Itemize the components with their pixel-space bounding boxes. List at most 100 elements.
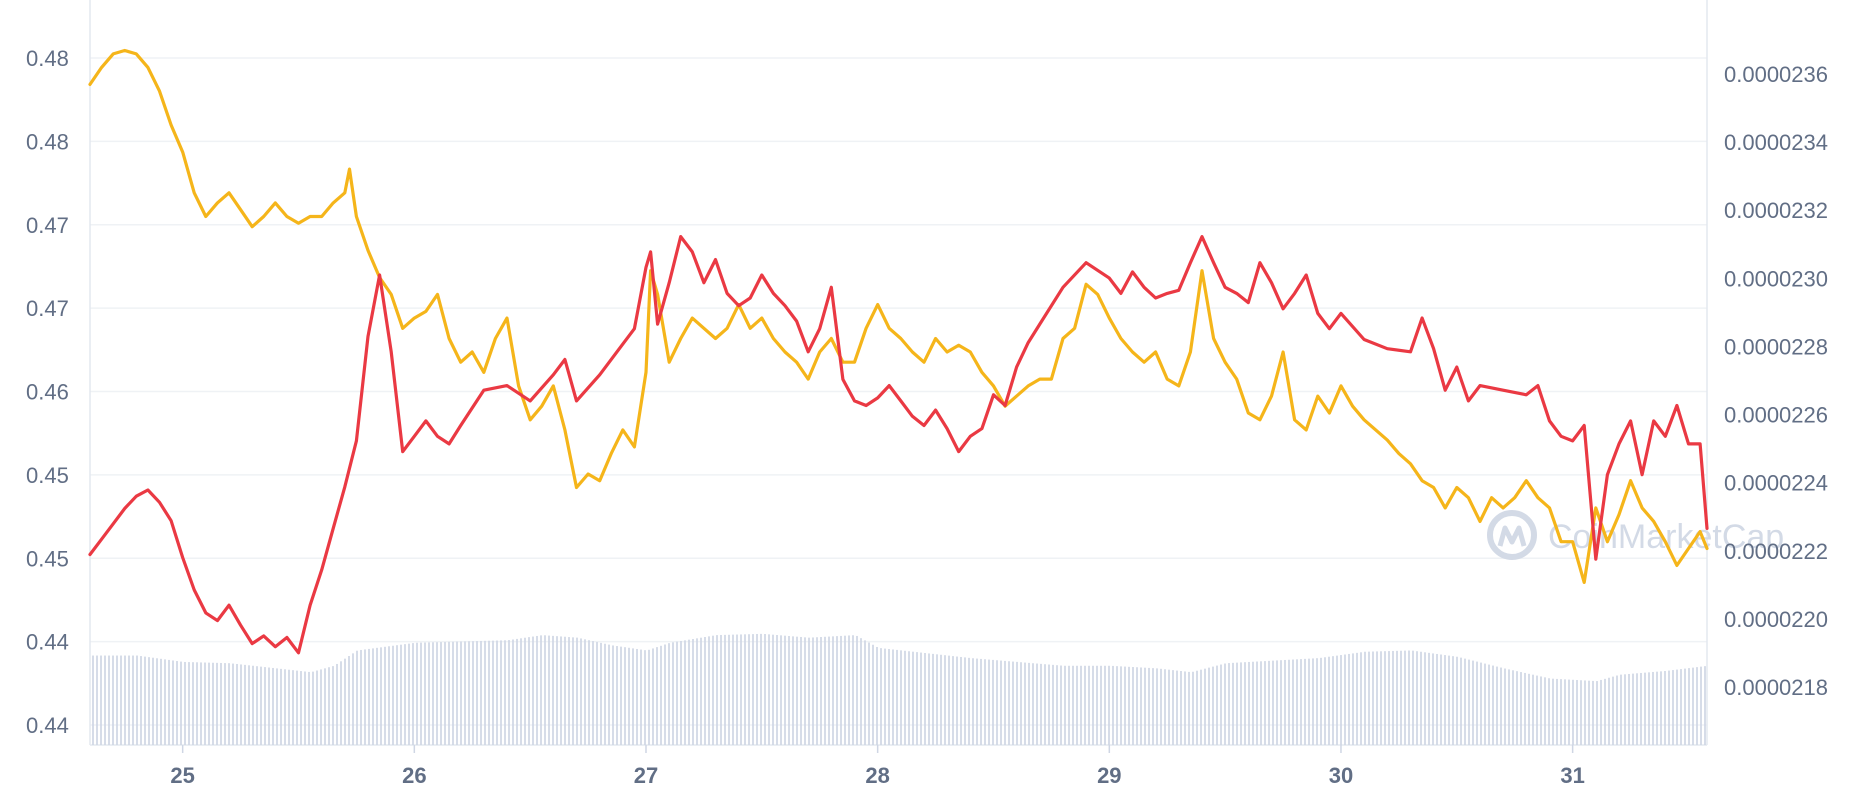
volume-bar [984, 659, 986, 745]
volume-bar [1196, 670, 1198, 745]
volume-bar [636, 648, 638, 745]
volume-bar [1132, 667, 1134, 745]
volume-bar [588, 640, 590, 745]
volume-bar [1676, 669, 1678, 745]
volume-bar [892, 649, 894, 745]
volume-bar [1692, 667, 1694, 745]
volume-bar [1476, 661, 1478, 745]
volume-bar [1600, 679, 1602, 745]
volume-bar [1156, 668, 1158, 745]
volume-bar [1116, 666, 1118, 745]
volume-bar [180, 661, 182, 745]
volume-bar [660, 645, 662, 745]
volume-bar [604, 643, 606, 745]
volume-bar [268, 667, 270, 745]
volume-bar [236, 663, 238, 745]
volume-bar [1452, 656, 1454, 745]
volume-bar [1604, 678, 1606, 745]
volume-bar [240, 664, 242, 745]
right-axis-series-line [88, 48, 1709, 584]
volume-bar [1524, 672, 1526, 745]
volume-bar [540, 635, 542, 745]
volume-bar [344, 658, 346, 745]
volume-bar [120, 655, 122, 745]
volume-bar [616, 646, 618, 745]
volume-bar [1300, 659, 1302, 745]
volume-bar [1488, 664, 1490, 745]
volume-bar [1440, 654, 1442, 745]
volume-bar [320, 669, 322, 745]
volume-bar [1608, 677, 1610, 745]
volume-bar [1408, 650, 1410, 745]
volume-bar [536, 635, 538, 745]
y-right-tick-label: 0.0000222 [1724, 539, 1828, 564]
volume-bar [488, 640, 490, 745]
volume-bar [1680, 669, 1682, 745]
volume-bar [152, 657, 154, 745]
volume-bar [1624, 674, 1626, 745]
volume-bar [100, 655, 102, 745]
volume-bar [1512, 670, 1514, 745]
volume-bar [1152, 668, 1154, 745]
volume-bar [1348, 653, 1350, 745]
volume-bar [828, 636, 830, 745]
volume-bar [1556, 678, 1558, 745]
volume-bar [904, 650, 906, 745]
volume-bar [284, 669, 286, 745]
volume-bar [1356, 652, 1358, 745]
y-left-tick-label: 0.45 [26, 546, 69, 571]
volume-bar [932, 653, 934, 745]
volume-bar [952, 656, 954, 745]
volume-bar [1032, 663, 1034, 745]
volume-bar [1396, 650, 1398, 745]
volume-bar [1456, 656, 1458, 745]
volume-bar [1700, 666, 1702, 745]
volume-bar [348, 656, 350, 745]
volume-bar [1076, 665, 1078, 745]
volume-bar [172, 660, 174, 745]
volume-bar [1344, 654, 1346, 745]
volume-bar [584, 639, 586, 745]
volume-bar [208, 662, 210, 745]
volume-bar [288, 669, 290, 745]
volume-bar [1428, 652, 1430, 745]
volume-bar [140, 656, 142, 745]
volume-bar [836, 636, 838, 745]
volume-bar [452, 641, 454, 745]
volume-bar [384, 646, 386, 745]
volume-bar [956, 656, 958, 745]
volume-bar [1168, 669, 1170, 745]
volume-bar [1240, 662, 1242, 745]
volume-bar [972, 658, 974, 745]
volume-bar [1436, 653, 1438, 745]
volume-bar [1164, 669, 1166, 745]
volume-bar [400, 644, 402, 745]
volume-bar [212, 662, 214, 745]
volume-bar [1012, 661, 1014, 745]
volume-bar [900, 650, 902, 745]
volume-bar [424, 642, 426, 745]
volume-bar [1016, 661, 1018, 745]
volume-bar [352, 653, 354, 745]
volume-bar [500, 640, 502, 745]
volume-bar [124, 655, 126, 745]
volume-bar [1224, 663, 1226, 745]
volume-bar [484, 640, 486, 745]
volume-bar [1520, 672, 1522, 745]
volume-bar [1580, 680, 1582, 745]
volume-bar [1528, 673, 1530, 745]
volume-bar [1460, 657, 1462, 745]
volume-bar [292, 670, 294, 745]
volume-bar [1380, 651, 1382, 745]
volume-bar [992, 659, 994, 745]
volume-bar [1000, 660, 1002, 745]
volume-bar [880, 648, 882, 745]
volume-bar [1588, 680, 1590, 745]
volume-bar [1172, 670, 1174, 745]
volume-bar [948, 655, 950, 745]
volume-bar [684, 640, 686, 745]
volume-bar [1684, 668, 1686, 745]
volume-bar [704, 637, 706, 745]
volume-bar [216, 662, 218, 745]
volume-bar [856, 635, 858, 745]
